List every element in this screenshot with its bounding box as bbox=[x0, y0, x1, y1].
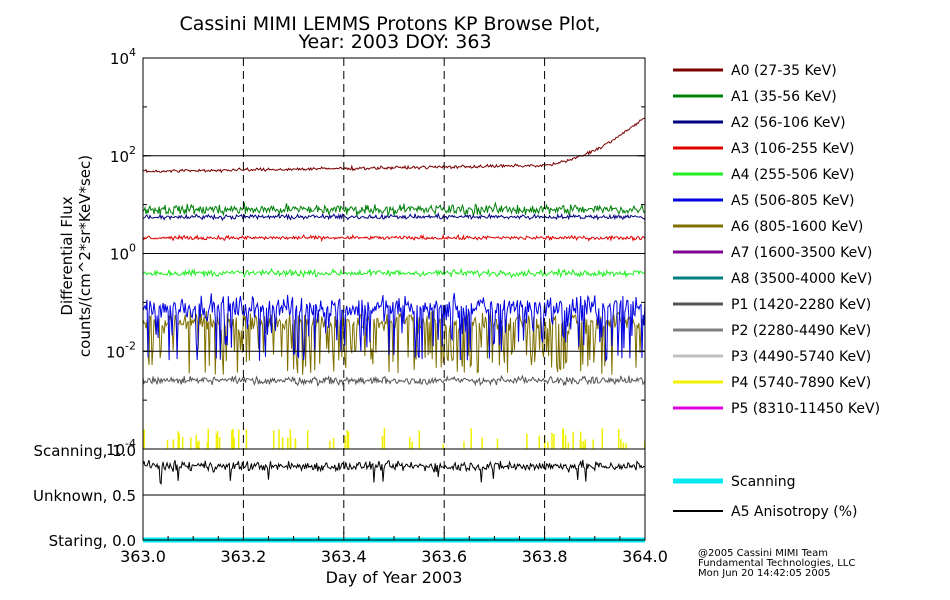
credit-line2: Fundamental Technologies, LLC bbox=[698, 558, 855, 569]
legend-label: Scanning bbox=[731, 474, 796, 490]
series-a3-line bbox=[142, 233, 646, 243]
series-a4-line bbox=[142, 267, 646, 279]
tick-layer: 363.0 363.2 363.4 363.6 363.8 364.0 104 102 100 1… bbox=[33, 46, 668, 566]
legend-label: P1 (1420-2280 KeV) bbox=[731, 297, 871, 313]
legend-label: P4 (5740-7890 KeV) bbox=[731, 375, 871, 391]
y-tick-label: 10-2 bbox=[106, 339, 136, 361]
legend-label: P2 (2280-4490 KeV) bbox=[731, 323, 871, 339]
chart-title-line2: Year: 2003 DOY: 363 bbox=[297, 31, 491, 53]
series-a0-line bbox=[142, 117, 646, 174]
x-tick-label: 363.6 bbox=[421, 547, 467, 566]
y-axis-label-line2: counts/(cm^2*sr*KeV*sec) bbox=[76, 155, 94, 357]
series-anisotropy-line bbox=[142, 459, 646, 486]
legend-label: A0 (27-35 KeV) bbox=[731, 63, 837, 79]
series-a2-line bbox=[142, 211, 646, 222]
y-axis-label: Differential Flux counts/(cm^2*sr*KeV*se… bbox=[58, 155, 94, 357]
series-a1-line bbox=[142, 201, 646, 217]
legend-label: P3 (4490-5740 KeV) bbox=[731, 349, 871, 365]
legend: A0 (27-35 KeV) A1 (35-56 KeV) A2 (56-106 K… bbox=[673, 63, 880, 520]
credit-line3: Mon Jun 20 14:42:05 2005 bbox=[698, 568, 831, 579]
lower-panel-y-label: Scanning, 1.0 bbox=[33, 442, 136, 460]
y-tick-label: 10-4 bbox=[106, 437, 136, 459]
lower-panel-y-label: Unknown, 0.5 bbox=[33, 487, 136, 505]
x-tick-label: 363.2 bbox=[220, 547, 266, 566]
grid-layer bbox=[143, 58, 645, 540]
legend-label: A8 (3500-4000 KeV) bbox=[731, 271, 872, 287]
chart-title-line1: Cassini MIMI LEMMS Protons KP Browse Plo… bbox=[179, 13, 600, 35]
series-p1-line bbox=[142, 374, 646, 387]
legend-label: A7 (1600-3500 KeV) bbox=[731, 245, 872, 261]
legend-label: A5 (506-805 KeV) bbox=[731, 193, 854, 209]
legend-label: A5 Anisotropy (%) bbox=[731, 504, 858, 520]
y-tick-label: 100 bbox=[110, 242, 136, 264]
x-tick-label: 364.0 bbox=[622, 547, 668, 566]
credit-line1: @2005 Cassini MIMI Team bbox=[698, 548, 828, 559]
y-tick-label: 102 bbox=[110, 144, 136, 166]
series-a6-line bbox=[142, 310, 646, 375]
legend-label: A1 (35-56 KeV) bbox=[731, 89, 837, 105]
legend-label: A2 (56-106 KeV) bbox=[731, 115, 846, 131]
x-tick-label: 363.0 bbox=[120, 547, 166, 566]
x-axis-label: Day of Year 2003 bbox=[326, 568, 463, 587]
legend-label: A3 (106-255 KeV) bbox=[731, 141, 854, 157]
x-tick-label: 363.4 bbox=[321, 547, 367, 566]
series-a5-line bbox=[142, 293, 646, 363]
legend-label: A4 (255-506 KeV) bbox=[731, 167, 854, 183]
lower-panel-y-label: Staring, 0.0 bbox=[49, 532, 136, 550]
y-tick-label: 104 bbox=[110, 46, 136, 68]
x-tick-label: 363.8 bbox=[522, 547, 568, 566]
y-axis-label-line1: Differential Flux bbox=[58, 196, 76, 315]
legend-label: A6 (805-1600 KeV) bbox=[731, 219, 863, 235]
legend-label: P5 (8310-11450 KeV) bbox=[731, 401, 880, 417]
